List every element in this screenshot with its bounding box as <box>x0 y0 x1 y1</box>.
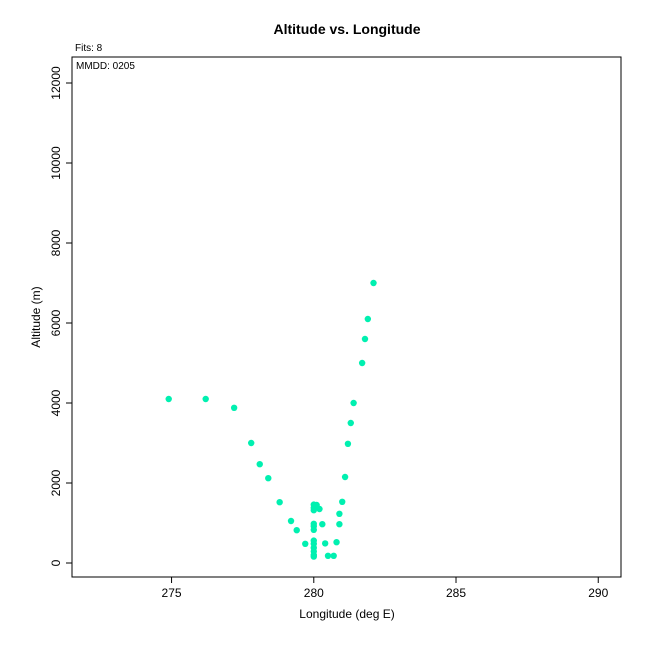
data-point <box>341 473 349 481</box>
data-point <box>302 540 309 547</box>
data-point <box>310 507 317 514</box>
data-point <box>202 395 209 403</box>
y-tick-label: 12000 <box>49 66 63 100</box>
data-point <box>256 461 263 468</box>
x-axis-label: Longitude (deg E) <box>299 607 394 621</box>
data-point <box>310 553 317 560</box>
data-point <box>324 552 332 559</box>
data-point <box>336 521 343 528</box>
data-point <box>310 526 317 533</box>
data-point <box>248 439 255 447</box>
y-tick-label: 4000 <box>49 389 63 416</box>
data-point <box>319 521 326 528</box>
y-tick-label: 8000 <box>49 229 63 256</box>
data-point <box>321 540 329 547</box>
x-axis: 275 280 285 290 <box>162 577 609 600</box>
data-point <box>230 404 238 411</box>
data-point <box>344 440 352 447</box>
data-point <box>361 335 369 343</box>
y-axis: 0 2000 4000 6000 8000 10000 12000 <box>49 66 72 566</box>
x-tick-label: 285 <box>446 586 466 600</box>
data-point <box>364 315 372 323</box>
data-point <box>165 395 172 403</box>
plot-frame <box>71 56 622 578</box>
data-point <box>336 510 343 517</box>
data-point <box>339 498 346 505</box>
data-point <box>370 279 377 287</box>
data-point <box>333 539 340 546</box>
data-point <box>265 475 272 482</box>
x-tick-label: 280 <box>304 586 324 600</box>
data-point <box>287 517 295 525</box>
y-tick-label: 0 <box>49 559 63 566</box>
mmdd-annotation: MMDD: 0205 <box>76 61 135 72</box>
y-tick-label: 2000 <box>49 469 63 496</box>
y-tick-label: 6000 <box>49 309 63 336</box>
fits-annotation: Fits: 8 <box>75 43 103 54</box>
data-point <box>316 505 323 513</box>
y-tick-label: 10000 <box>49 146 63 180</box>
data-point <box>350 399 357 407</box>
data-point <box>330 552 337 559</box>
data-point <box>358 359 366 367</box>
data-points <box>165 279 377 560</box>
data-point <box>293 527 300 534</box>
chart-title: Altitude vs. Longitude <box>274 21 421 37</box>
data-point <box>347 419 354 427</box>
data-point <box>276 499 283 506</box>
x-tick-label: 290 <box>588 586 608 600</box>
x-tick-label: 275 <box>162 586 182 600</box>
y-axis-label: Altitude (m) <box>29 286 43 347</box>
